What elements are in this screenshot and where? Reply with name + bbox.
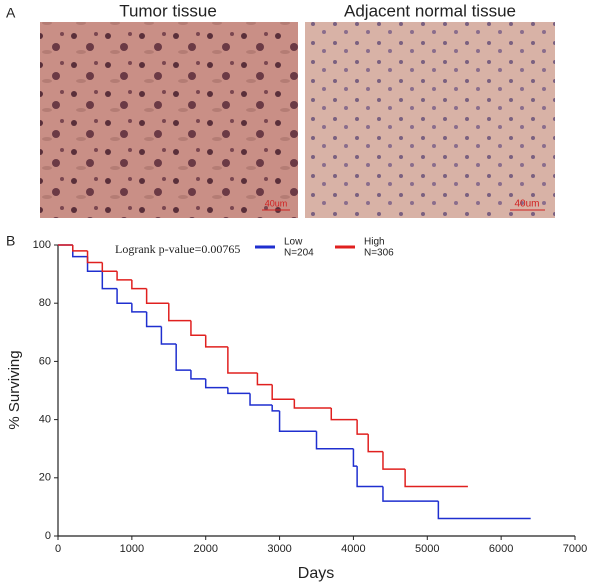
survival-step bbox=[352, 448, 358, 467]
survival-step bbox=[116, 271, 132, 281]
image-title: Adjacent normal tissue bbox=[344, 1, 516, 20]
y-tick-label: 20 bbox=[39, 472, 51, 484]
y-tick-label: 40 bbox=[39, 414, 51, 426]
survival-step bbox=[204, 335, 228, 348]
survival-step bbox=[382, 451, 406, 470]
survival-step bbox=[367, 434, 383, 453]
legend-label: High bbox=[364, 237, 385, 248]
y-tick-label: 60 bbox=[39, 355, 51, 367]
survival-step bbox=[256, 373, 273, 386]
x-tick-label: 2000 bbox=[193, 543, 217, 555]
x-tick-label: 0 bbox=[55, 543, 61, 555]
survival-step bbox=[86, 250, 103, 264]
survival-step bbox=[131, 279, 147, 290]
survival-step bbox=[271, 384, 295, 400]
y-tick-label: 0 bbox=[45, 530, 51, 542]
survival-step bbox=[382, 486, 439, 502]
survival-step bbox=[145, 311, 162, 328]
survival-step bbox=[101, 271, 118, 290]
panel-label: B bbox=[6, 233, 15, 249]
survival-step bbox=[356, 466, 383, 488]
scale-label: 40um bbox=[265, 198, 288, 208]
survival-step bbox=[293, 399, 332, 409]
scale-label: 40um bbox=[514, 199, 539, 210]
survival-step bbox=[204, 378, 228, 389]
survival-step bbox=[131, 303, 147, 313]
image-title: Tumor tissue bbox=[119, 1, 217, 20]
legend-label: Low bbox=[284, 237, 303, 248]
legend-n: N=306 bbox=[364, 248, 394, 259]
survival-step bbox=[168, 303, 191, 322]
survival-step bbox=[175, 343, 191, 371]
x-tick-label: 1000 bbox=[120, 543, 144, 555]
survival-step bbox=[116, 288, 132, 304]
survival-step bbox=[356, 419, 369, 435]
survival-step bbox=[437, 501, 531, 520]
y-axis-label: % Surviving bbox=[6, 350, 23, 429]
survival-step bbox=[330, 407, 358, 421]
legend-n: N=204 bbox=[284, 248, 314, 259]
survival-step bbox=[227, 346, 258, 374]
survival-step bbox=[72, 245, 88, 252]
survival-step bbox=[101, 262, 118, 272]
survival-step bbox=[278, 410, 317, 432]
x-axis-label: Days bbox=[298, 565, 334, 582]
survival-step bbox=[145, 288, 169, 304]
y-tick-label: 100 bbox=[33, 239, 51, 251]
x-tick-label: 5000 bbox=[415, 543, 439, 555]
survival-step bbox=[227, 387, 251, 395]
survival-step bbox=[160, 326, 177, 345]
annotation: Logrank p-value=0.00765 bbox=[115, 242, 240, 256]
survival-step bbox=[271, 405, 280, 412]
histology-image bbox=[40, 22, 298, 218]
survival-step bbox=[249, 393, 273, 406]
panel-label: A bbox=[6, 5, 16, 21]
y-tick-label: 80 bbox=[39, 297, 51, 309]
x-tick-label: 7000 bbox=[563, 543, 587, 555]
x-tick-label: 6000 bbox=[489, 543, 513, 555]
survival-step bbox=[190, 320, 206, 336]
x-tick-label: 4000 bbox=[341, 543, 365, 555]
survival-step bbox=[86, 256, 103, 272]
histology-image bbox=[305, 22, 555, 218]
survival-step bbox=[404, 469, 468, 488]
survival-step bbox=[315, 431, 354, 450]
x-tick-label: 3000 bbox=[267, 543, 291, 555]
survival-step bbox=[190, 370, 206, 380]
